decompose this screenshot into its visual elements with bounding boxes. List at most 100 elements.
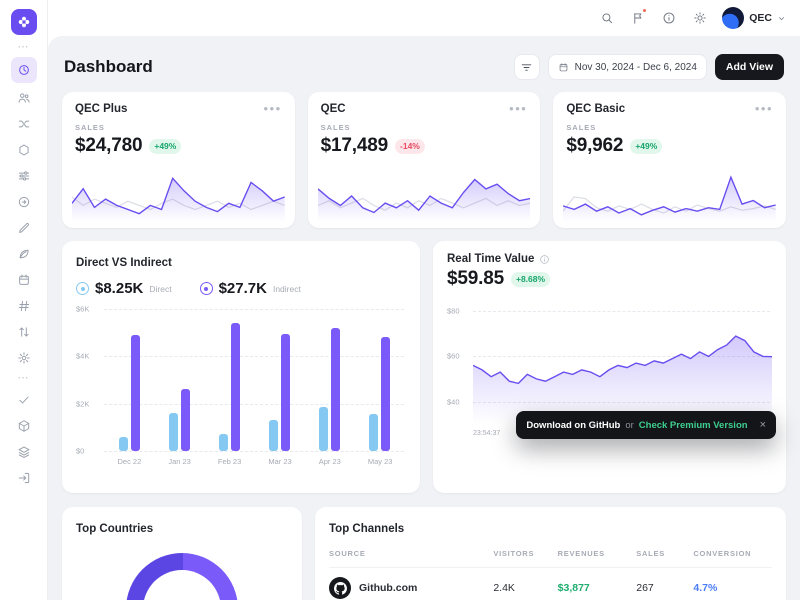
channels-table: SOURCE VISITORS REVENUES SALES CONVERSIO… xyxy=(329,549,772,599)
toast-close-icon[interactable]: × xyxy=(759,419,766,431)
main-content: Dashboard Nov 30, 2024 - Dec 6, 2024 Add… xyxy=(48,36,800,600)
calendar-icon[interactable] xyxy=(11,268,37,291)
top-countries-card: Top Countries xyxy=(62,507,302,600)
bar-indirect[interactable] xyxy=(180,389,190,451)
sparkline-chart xyxy=(317,170,531,222)
toast-conjunction: or xyxy=(625,419,634,431)
bar-indirect[interactable] xyxy=(330,327,340,451)
column-header: SOURCE xyxy=(329,549,366,558)
hash-icon[interactable] xyxy=(11,294,37,317)
sliders-icon[interactable] xyxy=(11,164,37,187)
card-title: QEC Plus xyxy=(75,103,128,115)
legend-dot-icon xyxy=(199,282,213,295)
stat-card-qec: QEC ••• SALES $17,489 -14% xyxy=(307,92,541,228)
topbar: QEC xyxy=(48,0,800,36)
search-icon[interactable] xyxy=(598,9,616,27)
legend-dot-icon xyxy=(76,282,89,295)
bar-direct[interactable] xyxy=(118,436,128,451)
card-menu-button[interactable]: ••• xyxy=(263,101,282,116)
bar-direct[interactable] xyxy=(218,434,228,451)
x-tick-label: Feb 23 xyxy=(217,457,242,466)
metric-label: SALES xyxy=(75,123,105,132)
check-icon[interactable] xyxy=(11,388,37,411)
add-view-button[interactable]: Add View xyxy=(714,54,784,80)
y-tick-label: $2K xyxy=(76,399,90,409)
visitors-value: 2.4K xyxy=(493,582,515,594)
filter-icon xyxy=(521,63,532,71)
column-header: CONVERSION xyxy=(693,549,752,558)
legend-label: Indirect xyxy=(272,283,301,294)
x-tick-label: Mar 23 xyxy=(268,457,292,466)
bar-indirect[interactable] xyxy=(230,323,240,451)
legend-item-indirect[interactable]: $27.7K Indirect xyxy=(199,280,301,297)
sparkline-chart xyxy=(72,170,285,222)
donut-hole xyxy=(143,570,221,600)
bar-direct[interactable] xyxy=(268,420,278,451)
column-header: REVENUES xyxy=(557,549,605,558)
sidebar-overflow-dots-top: ⋯ xyxy=(17,41,30,53)
arrow-circle-icon[interactable] xyxy=(11,190,37,213)
column-header: VISITORS xyxy=(493,549,535,558)
bar-indirect[interactable] xyxy=(130,335,140,451)
edit-pencil-icon[interactable] xyxy=(11,216,37,239)
top-channels-card: Top Channels SOURCE VISITORS REVENUES SA… xyxy=(315,507,786,600)
card-title: Direct VS Indirect xyxy=(76,257,172,269)
card-title: QEC Basic xyxy=(566,103,626,115)
x-tick-label: Apr 23 xyxy=(318,457,341,466)
bar-group xyxy=(168,309,190,451)
swap-arrows-icon[interactable] xyxy=(11,320,37,343)
card-menu-button[interactable]: ••• xyxy=(509,101,528,116)
logout-icon[interactable] xyxy=(11,466,37,489)
stat-cards-row: QEC Plus ••• SALES $24,780 +49% QEC ••• … xyxy=(62,92,786,228)
bar-group xyxy=(118,309,140,451)
calendar-icon xyxy=(559,62,567,71)
sparkline-chart xyxy=(563,170,776,222)
revenues-value: $3,877 xyxy=(557,582,590,594)
date-range-button[interactable]: Nov 30, 2024 - Dec 6, 2024 xyxy=(547,54,707,80)
github-toast: Download on GitHub or Check Premium Vers… xyxy=(516,411,776,439)
dashboard-icon[interactable] xyxy=(10,57,37,83)
app-logo-icon[interactable] xyxy=(10,9,37,35)
leaf-icon[interactable] xyxy=(11,242,37,265)
bar-indirect[interactable] xyxy=(280,333,290,451)
legend-label: Direct xyxy=(149,283,172,294)
chevron-down-icon xyxy=(778,16,785,20)
page-header: Dashboard Nov 30, 2024 - Dec 6, 2024 Add… xyxy=(62,50,786,80)
workspace-label: QEC xyxy=(749,12,772,24)
bar-indirect[interactable] xyxy=(380,337,390,451)
bar-direct[interactable] xyxy=(368,414,378,451)
toast-premium-link[interactable]: Check Premium Version xyxy=(638,419,748,431)
x-tick-label: Jan 23 xyxy=(168,457,191,466)
notification-dot xyxy=(642,8,648,13)
box-icon[interactable] xyxy=(11,414,37,437)
sidebar: ⋯ ⋯ xyxy=(0,0,48,600)
direct-vs-indirect-card: Direct VS Indirect $8.25K Direct $27.7K … xyxy=(62,241,420,493)
bar-groups xyxy=(104,309,404,451)
metric-label: SALES xyxy=(566,123,597,132)
hexagon-icon[interactable] xyxy=(11,138,37,161)
y-tick-label: $6K xyxy=(76,304,90,314)
y-tick-label: $4K xyxy=(76,351,90,361)
layers-icon[interactable] xyxy=(11,440,37,463)
card-title: Real Time Value xyxy=(447,253,535,265)
bar-direct[interactable] xyxy=(168,413,178,451)
stat-value: $17,489 xyxy=(320,135,389,156)
info-icon[interactable] xyxy=(660,9,678,27)
date-range-label: Nov 30, 2024 - Dec 6, 2024 xyxy=(574,61,697,73)
bottom-row: Top Countries Top Channels SOURCE VISITO… xyxy=(62,507,786,600)
legend-item-direct[interactable]: $8.25K Direct xyxy=(76,280,172,297)
column-header: SALES xyxy=(636,549,665,558)
notifications-flag-icon[interactable] xyxy=(629,8,648,27)
theme-sun-icon[interactable] xyxy=(691,9,709,27)
metric-label: SALES xyxy=(320,123,351,132)
settings-gear-icon[interactable] xyxy=(11,346,37,369)
table-row[interactable]: Github.com 2.4K $3,877 267 4.7% xyxy=(329,568,772,599)
shuffle-icon[interactable] xyxy=(11,112,37,135)
bar-direct[interactable] xyxy=(318,407,328,451)
countries-donut-chart xyxy=(126,553,238,600)
filter-button[interactable] xyxy=(513,54,540,80)
account-menu[interactable]: QEC xyxy=(722,7,786,29)
info-icon[interactable] xyxy=(539,254,550,265)
card-menu-button[interactable]: ••• xyxy=(754,101,773,116)
users-icon[interactable] xyxy=(11,86,37,109)
